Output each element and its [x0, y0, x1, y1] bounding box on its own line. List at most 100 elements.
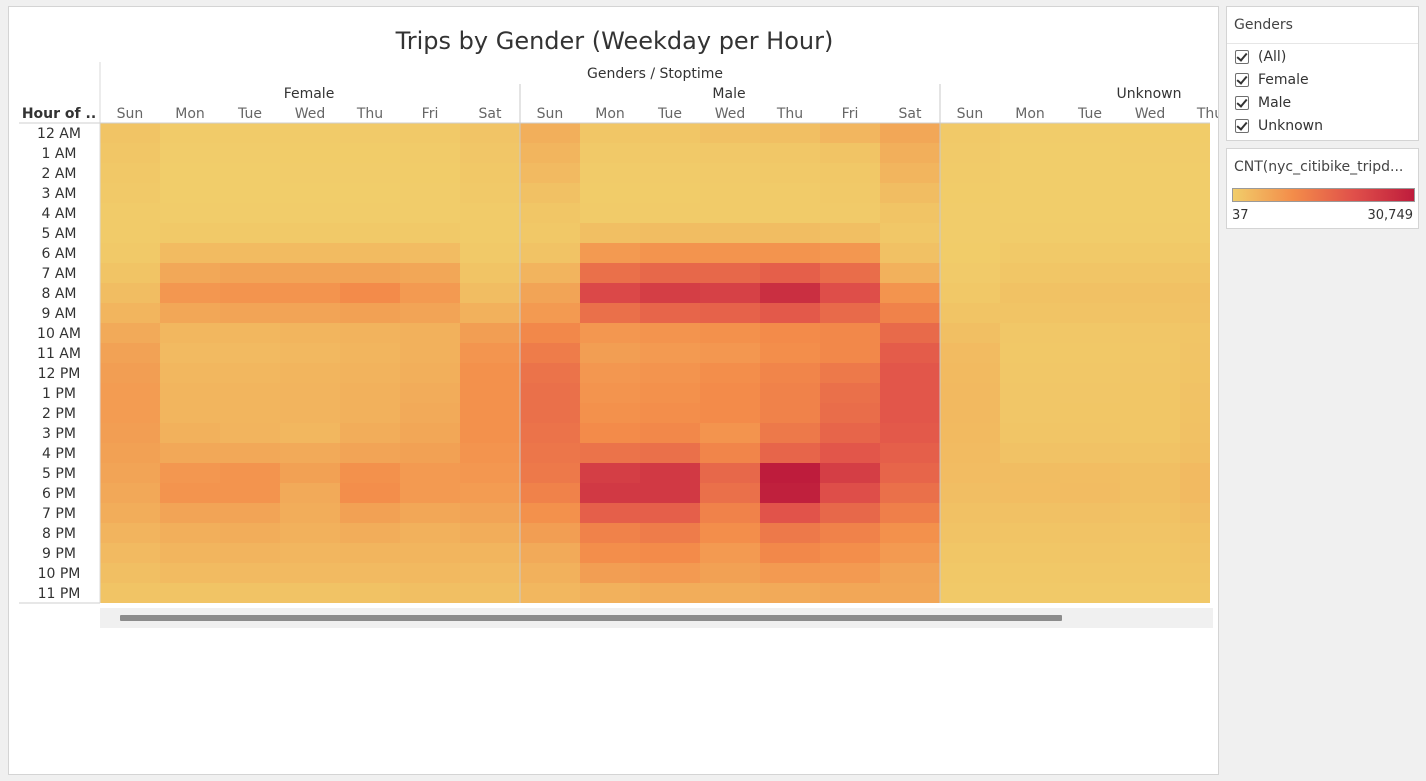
heatmap-cell: Female Thu 1 AM: 250 — [340, 143, 400, 163]
heatmap-cell: Female Mon 6 AM: 2800 — [160, 243, 220, 263]
heatmap-cell: Unknown Tue 7 PM: 2100 — [1060, 503, 1120, 523]
filter-item-female[interactable]: Female — [1235, 70, 1415, 90]
heatmap-cell: Unknown Sun 4 AM: 150 — [940, 203, 1000, 223]
filter-item-male[interactable]: Male — [1235, 93, 1415, 113]
heatmap-cell: Female Sat 8 PM: 5000 — [460, 523, 520, 543]
heatmap-cell: Male Sat 10 AM: 16000 — [880, 323, 940, 343]
heatmap-cell: Unknown Sun 10 PM: 900 — [940, 563, 1000, 583]
checkbox-checked-icon[interactable] — [1235, 50, 1249, 64]
hour-tick-label: 11 PM — [38, 586, 81, 602]
heatmap-cell: Unknown Mon 5 AM: 150 — [1000, 223, 1060, 243]
day-tick-label: Thu — [1196, 106, 1219, 122]
heatmap-cell: Male Mon 10 PM: 7500 — [580, 563, 640, 583]
heatmap-cell: Male Thu 8 AM: 27000 — [760, 283, 820, 303]
heatmap-cell: Male Tue 12 PM: 9000 — [640, 363, 700, 383]
heatmap-cell: Female Tue 3 PM: 4000 — [220, 423, 280, 443]
heatmap-cell: Unknown Mon 1 PM: 1100 — [1000, 383, 1060, 403]
heatmap-cell: Unknown Thu 8 PM: 1800 — [1180, 523, 1210, 543]
heatmap-cell: Unknown Mon 8 AM: 1800 — [1000, 283, 1060, 303]
heatmap-cell: Female Wed 12 AM: 400 — [280, 123, 340, 143]
heatmap-cell: Female Sun 6 PM: 5800 — [100, 483, 160, 503]
heatmap-cell: Unknown Wed 11 PM: 700 — [1120, 583, 1180, 603]
heatmap-cell: Unknown Wed 3 AM: 50 — [1120, 183, 1180, 203]
heatmap-cell: Unknown Sun 5 PM: 2700 — [940, 463, 1000, 483]
heatmap-cell: Male Fri 9 PM: 10000 — [820, 543, 880, 563]
heatmap-cell: Female Sun 6 AM: 600 — [100, 243, 160, 263]
heatmap-cell: Male Sat 10 PM: 6500 — [880, 563, 940, 583]
heatmap-cell: Female Fri 5 AM: 700 — [400, 223, 460, 243]
heatmap-cell: Female Wed 9 AM: 6500 — [280, 303, 340, 323]
checkbox-checked-icon[interactable] — [1235, 96, 1249, 110]
heatmap-cell: Unknown Sun 8 PM: 1600 — [940, 523, 1000, 543]
heatmap-cell: Male Sun 5 PM: 13500 — [520, 463, 580, 483]
heatmap-cell: Female Fri 11 PM: 2300 — [400, 583, 460, 603]
hour-tick-label: 4 AM — [41, 206, 76, 222]
heatmap-cell: Unknown Sun 9 PM: 1200 — [940, 543, 1000, 563]
heatmap-cell: Unknown Tue 1 AM: 100 — [1060, 143, 1120, 163]
heatmap-cell: Male Thu 11 AM: 10000 — [760, 343, 820, 363]
heatmap-cell: Male Thu 6 PM: 30000 — [760, 483, 820, 503]
heatmap-cell: Female Sat 12 PM: 9500 — [460, 363, 520, 383]
heatmap-cell: Unknown Wed 4 PM: 1600 — [1120, 443, 1180, 463]
heatmap-cell: Female Fri 3 AM: 150 — [400, 183, 460, 203]
filter-item-unknown[interactable]: Unknown — [1235, 116, 1415, 136]
heatmap-cell: Female Sat 3 AM: 600 — [460, 183, 520, 203]
heatmap-cell: Male Tue 2 AM: 350 — [640, 163, 700, 183]
heatmap-cell: Female Tue 5 AM: 700 — [220, 223, 280, 243]
heatmap-cell: Female Sun 11 PM: 1500 — [100, 583, 160, 603]
heatmap-cell: Male Tue 6 PM: 25000 — [640, 483, 700, 503]
heatmap-cell: Female Thu 7 AM: 6500 — [340, 263, 400, 283]
heatmap-cell: Unknown Sun 12 PM: 3100 — [940, 363, 1000, 383]
heatmap-cell: Male Mon 9 PM: 10000 — [580, 543, 640, 563]
heatmap-cell: Unknown Mon 11 PM: 600 — [1000, 583, 1060, 603]
heatmap-cell: Female Sun 10 PM: 2200 — [100, 563, 160, 583]
checkbox-checked-icon[interactable] — [1235, 119, 1249, 133]
heatmap-cell: Unknown Mon 1 AM: 100 — [1000, 143, 1060, 163]
heatmap-cell: Female Tue 1 AM: 150 — [220, 143, 280, 163]
heatmap-cell: Unknown Tue 9 PM: 1300 — [1060, 543, 1120, 563]
heatmap-cell: Female Mon 7 AM: 5800 — [160, 263, 220, 283]
heatmap-cell: Male Sat 9 PM: 8000 — [880, 543, 940, 563]
heatmap-cell: Unknown Thu 10 PM: 1100 — [1180, 563, 1210, 583]
heatmap-cell: Unknown Thu 10 AM: 1300 — [1180, 323, 1210, 343]
hour-tick-label: 3 AM — [41, 186, 76, 202]
heatmap-cell: Female Sat 4 PM: 9000 — [460, 443, 520, 463]
heatmap-cell: Female Wed 7 PM: 5000 — [280, 503, 340, 523]
hour-tick-label: 4 PM — [42, 446, 76, 462]
scrollbar-thumb[interactable] — [120, 615, 1062, 621]
heatmap-cell: Unknown Mon 6 PM: 2600 — [1000, 483, 1060, 503]
heatmap-cell: Unknown Tue 4 AM: 37 — [1060, 203, 1120, 223]
heatmap-cell: Female Sun 8 PM: 4000 — [100, 523, 160, 543]
hour-tick-label: 2 PM — [42, 406, 76, 422]
heatmap-cell: Female Sun 1 PM: 7800 — [100, 383, 160, 403]
filter-item-all[interactable]: (All) — [1235, 47, 1415, 67]
heatmap-cell: Female Fri 5 PM: 8000 — [400, 463, 460, 483]
heatmap-cell: Female Sat 1 PM: 9500 — [460, 383, 520, 403]
heatmap-cell: Female Sun 7 PM: 5000 — [100, 503, 160, 523]
day-tick-label: Wed — [1135, 106, 1166, 122]
heatmap-cell: Female Fri 3 PM: 6000 — [400, 423, 460, 443]
heatmap-cell: Female Sat 10 AM: 7500 — [460, 323, 520, 343]
checkbox-checked-icon[interactable] — [1235, 73, 1249, 87]
horizontal-scrollbar[interactable] — [100, 608, 1213, 628]
heatmap-cell: Female Sun 8 AM: 2500 — [100, 283, 160, 303]
heatmap-cell: Male Sun 1 AM: 3800 — [520, 143, 580, 163]
heatmap-cell: Female Wed 12 PM: 3800 — [280, 363, 340, 383]
heatmap-cell: Unknown Wed 3 PM: 1200 — [1120, 423, 1180, 443]
heatmap-cell: Male Sat 1 PM: 19500 — [880, 383, 940, 403]
heatmap-cell: Female Wed 5 AM: 700 — [280, 223, 340, 243]
heatmap-cell: Male Fri 7 AM: 15500 — [820, 263, 880, 283]
heatmap-cell: Male Tue 6 AM: 9000 — [640, 243, 700, 263]
day-tick-label: Sun — [957, 106, 984, 122]
heatmap-cell: Unknown Mon 2 PM: 1100 — [1000, 403, 1060, 423]
heatmap-cell: Female Thu 6 PM: 10000 — [340, 483, 400, 503]
heatmap-cell: Male Tue 11 PM: 5000 — [640, 583, 700, 603]
heatmap-cell: Female Sun 3 PM: 7500 — [100, 423, 160, 443]
heatmap-cell: Male Sun 6 PM: 12000 — [520, 483, 580, 503]
heatmap-cell: Female Thu 7 PM: 7000 — [340, 503, 400, 523]
heatmap-cell: Unknown Sun 2 PM: 3200 — [940, 403, 1000, 423]
heatmap-cell: Unknown Sun 12 AM: 600 — [940, 123, 1000, 143]
heatmap-cell: Female Sat 5 PM: 8500 — [460, 463, 520, 483]
heatmap-cell: Female Mon 4 PM: 5800 — [160, 443, 220, 463]
heatmap-cell: Female Sun 5 AM: 400 — [100, 223, 160, 243]
